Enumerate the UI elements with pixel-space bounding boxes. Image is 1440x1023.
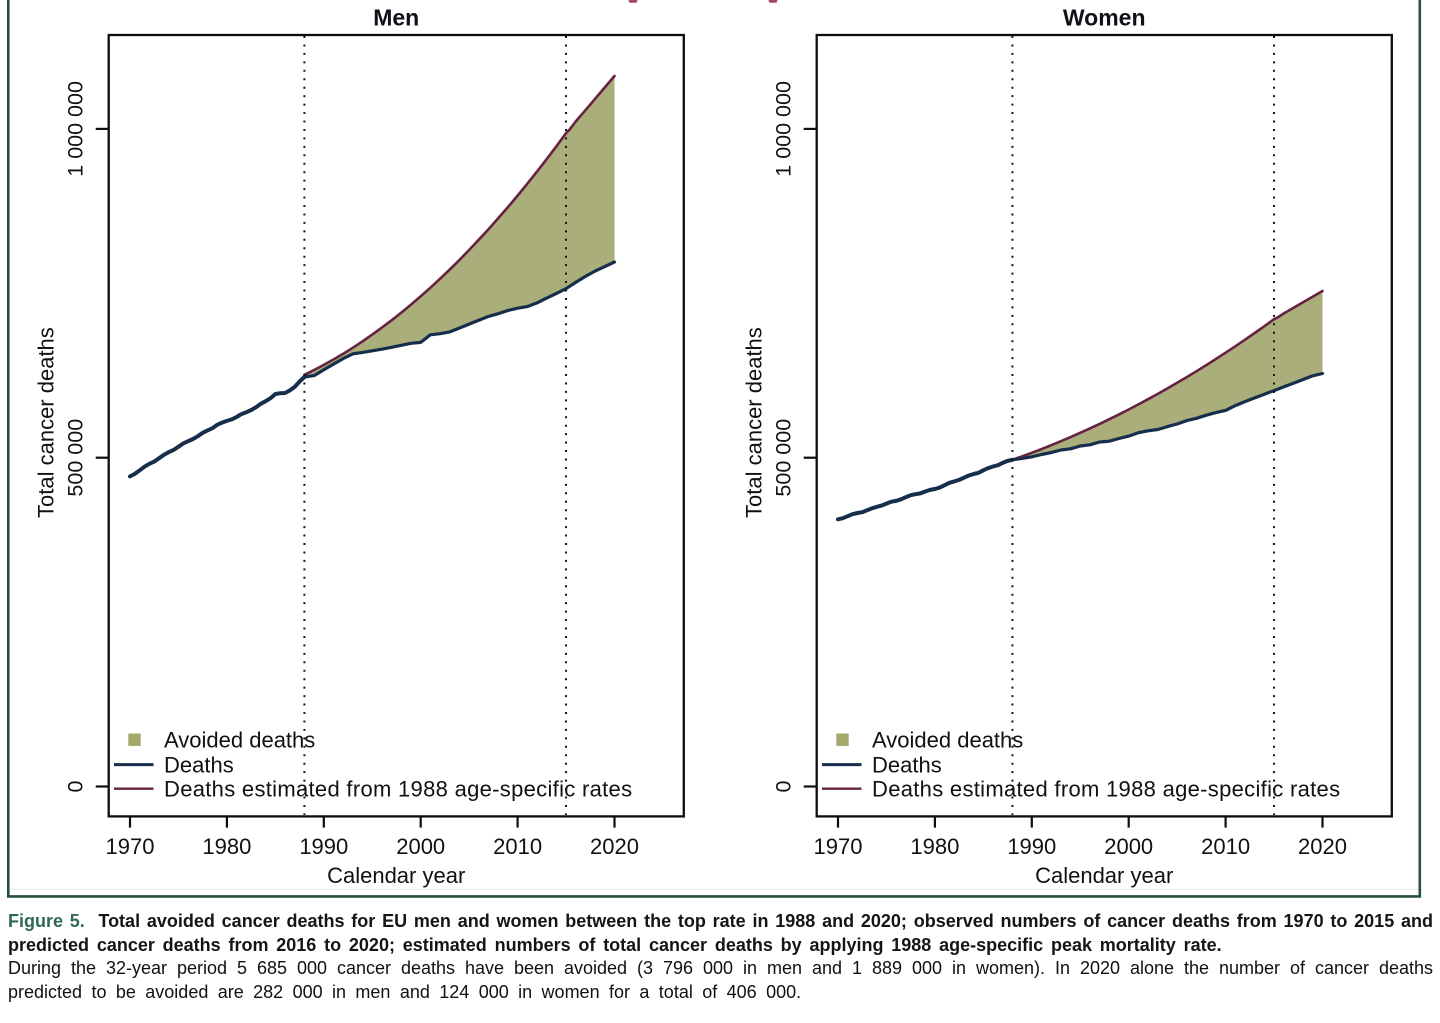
svg-text:Deaths: Deaths bbox=[872, 752, 942, 777]
svg-text:2000: 2000 bbox=[396, 834, 445, 859]
svg-text:2000: 2000 bbox=[1104, 834, 1153, 859]
svg-text:2010: 2010 bbox=[1201, 834, 1250, 859]
svg-text:Avoided deaths: Avoided deaths bbox=[872, 727, 1023, 752]
svg-text:1990: 1990 bbox=[299, 834, 348, 859]
svg-text:1990: 1990 bbox=[1007, 834, 1056, 859]
svg-text:1980: 1980 bbox=[910, 834, 959, 859]
svg-text:Women: Women bbox=[1063, 5, 1146, 31]
svg-text:Total cancer deaths: Total cancer deaths bbox=[742, 327, 767, 518]
svg-text:0: 0 bbox=[64, 780, 88, 792]
svg-text:1 000 000: 1 000 000 bbox=[772, 81, 796, 177]
svg-text:Deaths estimated from 1988 age: Deaths estimated from 1988 age-specific … bbox=[164, 777, 632, 802]
svg-text:2020: 2020 bbox=[1298, 834, 1347, 859]
svg-text:1980: 1980 bbox=[202, 834, 251, 859]
svg-text:2020: 2020 bbox=[590, 834, 639, 859]
svg-text:500 000: 500 000 bbox=[64, 419, 88, 497]
svg-text:Avoided deaths: Avoided deaths bbox=[164, 727, 315, 752]
svg-text:Deaths: Deaths bbox=[164, 752, 234, 777]
svg-text:Calendar year: Calendar year bbox=[1035, 863, 1173, 888]
svg-text:1970: 1970 bbox=[106, 834, 155, 859]
svg-text:500 000: 500 000 bbox=[772, 419, 796, 497]
svg-text:Calendar year: Calendar year bbox=[327, 863, 465, 888]
svg-text:0: 0 bbox=[772, 780, 796, 792]
svg-text:1 000 000: 1 000 000 bbox=[64, 81, 88, 177]
svg-text:1970: 1970 bbox=[814, 834, 863, 859]
svg-text:Men: Men bbox=[373, 5, 419, 31]
svg-text:Deaths estimated from 1988 age: Deaths estimated from 1988 age-specific … bbox=[872, 777, 1340, 802]
svg-text:2010: 2010 bbox=[493, 834, 542, 859]
svg-text:Total cancer deaths: Total cancer deaths bbox=[34, 327, 59, 518]
